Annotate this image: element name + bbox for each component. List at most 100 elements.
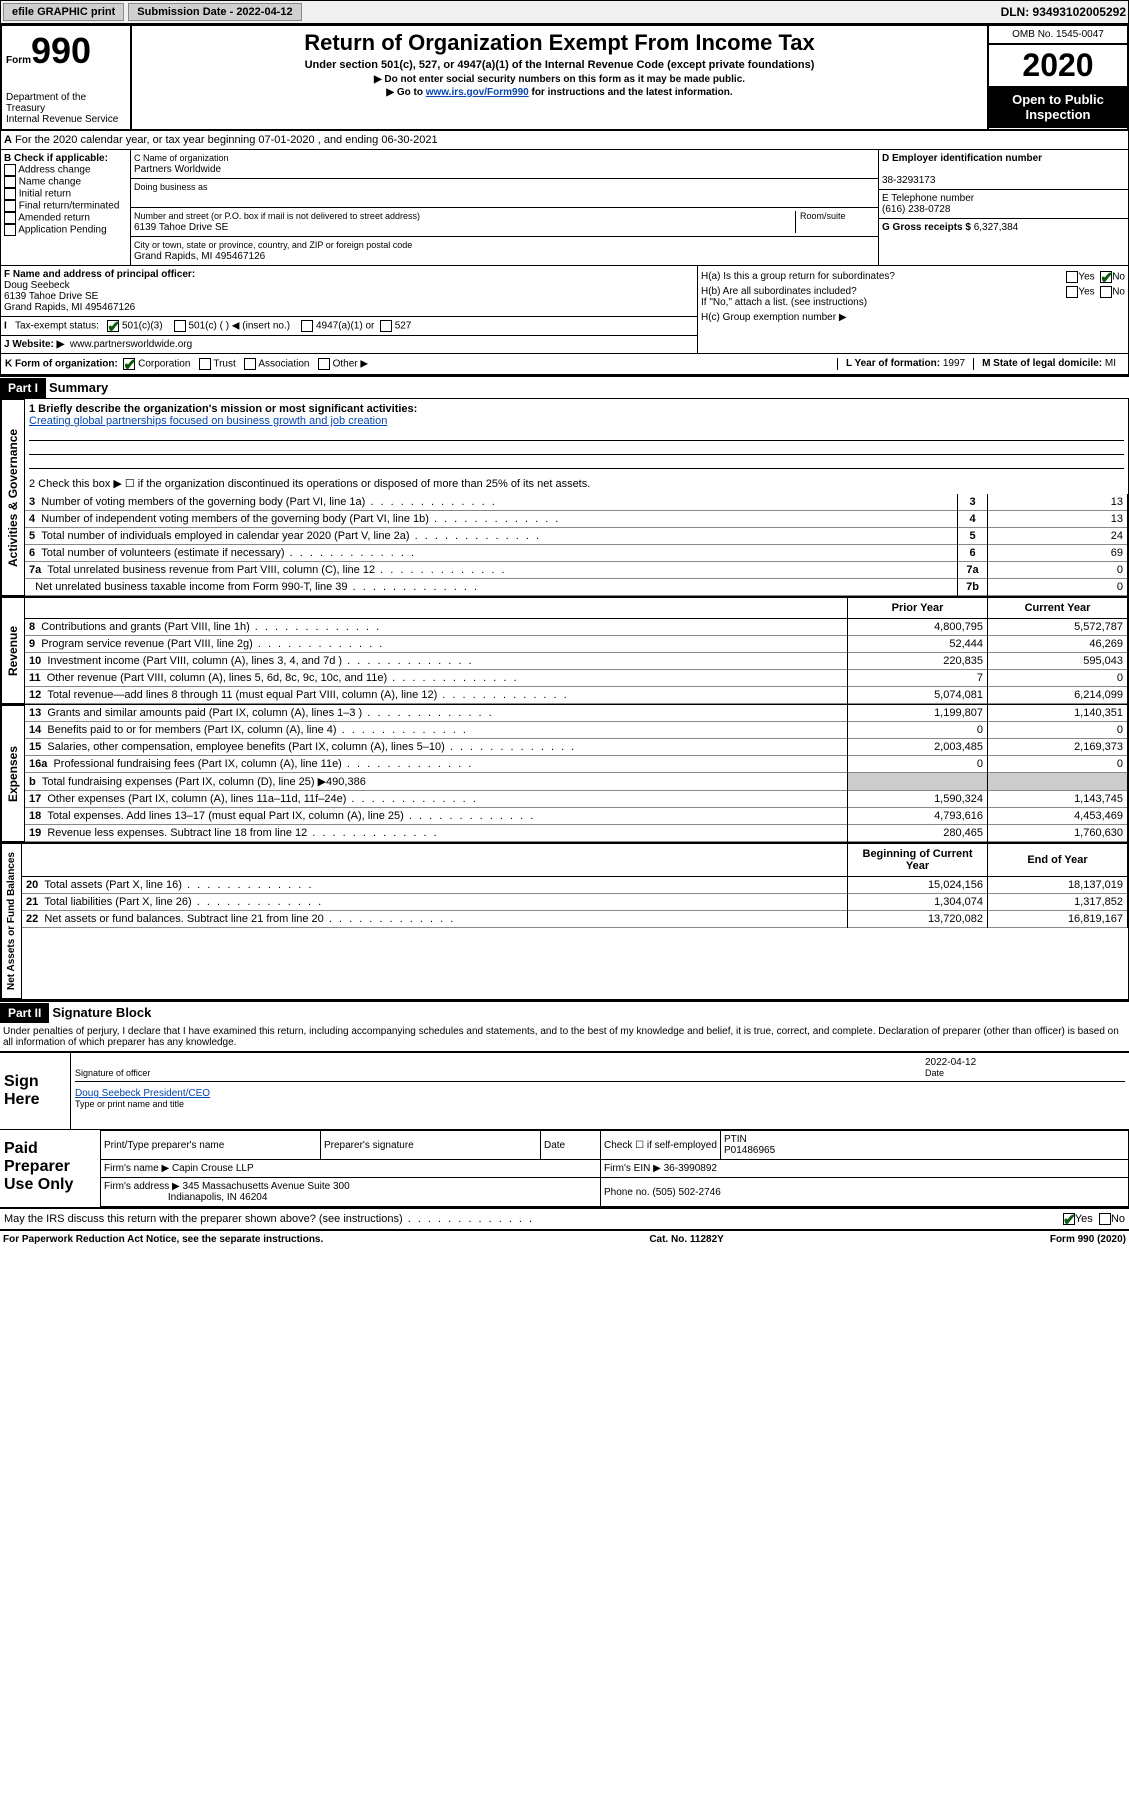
ha-yes-checkbox[interactable] [1066, 271, 1078, 283]
end-year-header: End of Year [988, 844, 1128, 877]
table-row: Net unrelated business taxable income fr… [25, 579, 1128, 596]
expenses-section: Expenses 13 Grants and similar amounts p… [0, 705, 1129, 843]
sign-here-section: Sign Here Signature of officer 2022-04-1… [0, 1051, 1129, 1130]
table-row: 11 Other revenue (Part VIII, column (A),… [25, 670, 1128, 687]
dba-row: Doing business as [131, 179, 878, 208]
prep-name-label: Print/Type preparer's name [101, 1131, 321, 1160]
revenue-table: Prior YearCurrent Year 8 Contributions a… [25, 597, 1128, 704]
final-return-checkbox[interactable] [4, 200, 16, 212]
table-row: 6 Total number of volunteers (estimate i… [25, 545, 1128, 562]
table-row: 12 Total revenue—add lines 8 through 11 … [25, 687, 1128, 704]
trust-checkbox[interactable] [199, 358, 211, 370]
501c-checkbox[interactable] [174, 320, 186, 332]
form-title: Return of Organization Exempt From Incom… [136, 30, 983, 56]
open-public-badge: Open to PublicInspection [989, 86, 1127, 128]
hb-no-checkbox[interactable] [1100, 286, 1112, 298]
501c3-checkbox[interactable] [107, 320, 119, 332]
goto-link-line: ▶ Go to www.irs.gov/Form990 for instruct… [136, 87, 983, 98]
ha-row: H(a) Is this a group return for subordin… [701, 269, 1125, 284]
penalty-text: Under penalties of perjury, I declare th… [0, 1023, 1129, 1051]
table-row: 16a Professional fundraising fees (Part … [25, 756, 1128, 773]
assoc-checkbox[interactable] [244, 358, 256, 370]
efile-header-bar: efile GRAPHIC print Submission Date - 20… [0, 0, 1129, 24]
paid-preparer-label: Paid Preparer Use Only [0, 1130, 100, 1207]
box-b-checkboxes: B Check if applicable: Address change Na… [1, 150, 131, 265]
footer-left: For Paperwork Reduction Act Notice, see … [3, 1234, 323, 1245]
mission-link[interactable]: Creating global partnerships focused on … [29, 415, 387, 427]
revenue-section: Revenue Prior YearCurrent Year 8 Contrib… [0, 597, 1129, 705]
website-value: www.partnersworldwide.org [70, 339, 192, 350]
irs-link[interactable]: www.irs.gov/Form990 [426, 87, 529, 98]
lower-info-grid: F Name and address of principal officer:… [0, 266, 1129, 354]
prep-date-label: Date [541, 1131, 601, 1160]
efile-label: efile GRAPHIC print [3, 3, 124, 21]
initial-return-checkbox[interactable] [4, 188, 16, 200]
revenue-tab: Revenue [1, 597, 25, 704]
governance-tab: Activities & Governance [1, 399, 25, 596]
sig-date: 2022-04-12 [925, 1057, 976, 1068]
table-row: 15 Salaries, other compensation, employe… [25, 739, 1128, 756]
netassets-section: Net Assets or Fund Balances Beginning of… [0, 843, 1129, 1000]
firm-phone-cell: Phone no. (505) 502-2746 [601, 1178, 1129, 1207]
table-row: 21 Total liabilities (Part X, line 26)1,… [22, 894, 1128, 911]
part2-title: Signature Block [49, 1002, 154, 1023]
discuss-no-checkbox[interactable] [1099, 1213, 1111, 1225]
table-row: 10 Investment income (Part VIII, column … [25, 653, 1128, 670]
amended-return-checkbox[interactable] [4, 212, 16, 224]
gross-receipts-row: G Gross receipts $ 6,327,384 [879, 219, 1128, 236]
4947-checkbox[interactable] [301, 320, 313, 332]
current-year-header: Current Year [988, 598, 1128, 619]
form-subtitle: Under section 501(c), 527, or 4947(a)(1)… [136, 59, 983, 71]
row-16b: b Total fundraising expenses (Part IX, c… [25, 773, 1128, 791]
dept-irs: Internal Revenue Service [6, 114, 126, 125]
expenses-tab: Expenses [1, 705, 25, 842]
website-row: J Website: ▶ www.partnersworldwide.org [1, 336, 697, 353]
section-a-taxyear: A For the 2020 calendar year, or tax yea… [0, 131, 1129, 150]
part1-title: Summary [46, 377, 111, 398]
table-row: 22 Net assets or fund balances. Subtract… [22, 911, 1128, 928]
app-pending-checkbox[interactable] [4, 224, 16, 236]
ssn-warning: ▶ Do not enter social security numbers o… [136, 74, 983, 85]
sig-type-label: Type or print name and title [75, 1099, 184, 1109]
other-checkbox[interactable] [318, 358, 330, 370]
address-change-checkbox[interactable] [4, 164, 16, 176]
state-domicile: M State of legal domicile: MI [973, 358, 1124, 370]
discuss-yes-checkbox[interactable] [1063, 1213, 1075, 1225]
table-row: 7a Total unrelated business revenue from… [25, 562, 1128, 579]
governance-table: 3 Number of voting members of the govern… [25, 494, 1128, 596]
table-row: 17 Other expenses (Part IX, column (A), … [25, 791, 1128, 808]
prior-year-header: Prior Year [848, 598, 988, 619]
table-row: 4 Number of independent voting members o… [25, 511, 1128, 528]
tax-exempt-row: I Tax-exempt status: 501(c)(3) 501(c) ( … [1, 317, 697, 336]
phone-row: E Telephone number(616) 238-0728 [879, 190, 1128, 219]
corp-checkbox[interactable] [123, 358, 135, 370]
firm-name-cell: Firm's name ▶ Capin Crouse LLP [101, 1160, 601, 1178]
org-name: Partners Worldwide [134, 164, 221, 175]
hb-row: H(b) Are all subordinates included? Yes … [701, 284, 1125, 310]
org-name-row: C Name of organization Partners Worldwid… [131, 150, 878, 179]
prep-self-employed: Check ☐ if self-employed [601, 1131, 721, 1160]
table-row: 3 Number of voting members of the govern… [25, 494, 1128, 511]
firm-addr-cell: Firm's address ▶ 345 Massachusetts Avenu… [101, 1178, 601, 1207]
expenses-table: 13 Grants and similar amounts paid (Part… [25, 705, 1128, 842]
part1-header: Part I [0, 378, 46, 398]
year-formation: L Year of formation: 1997 [837, 358, 973, 370]
sign-here-label: Sign Here [0, 1053, 70, 1129]
form-header-box: Form990 Department of the Treasury Inter… [0, 24, 1129, 131]
netassets-table: Beginning of Current YearEnd of Year 20 … [22, 843, 1128, 928]
officer-name-link[interactable]: Doug Seebeck President/CEO [75, 1088, 210, 1099]
table-row: 14 Benefits paid to or for members (Part… [25, 722, 1128, 739]
527-checkbox[interactable] [380, 320, 392, 332]
name-change-checkbox[interactable] [4, 176, 16, 188]
k-form-org-row: K Form of organization: Corporation Trus… [0, 354, 1129, 375]
footer-right: Form 990 (2020) [1050, 1234, 1126, 1245]
page-footer: For Paperwork Reduction Act Notice, see … [0, 1231, 1129, 1248]
sig-officer-label: Signature of officer [75, 1068, 150, 1078]
dept-treasury: Department of the Treasury [6, 92, 126, 114]
part1-bar: Part I Summary [0, 375, 1129, 398]
firm-ein-cell: Firm's EIN ▶ 36-3990892 [601, 1160, 1129, 1178]
hb-yes-checkbox[interactable] [1066, 286, 1078, 298]
ha-no-checkbox[interactable] [1100, 271, 1112, 283]
ptin-cell: PTINP01486965 [721, 1131, 1129, 1160]
q2-checkbox-line: 2 Check this box ▶ ☐ if the organization… [25, 473, 1128, 494]
